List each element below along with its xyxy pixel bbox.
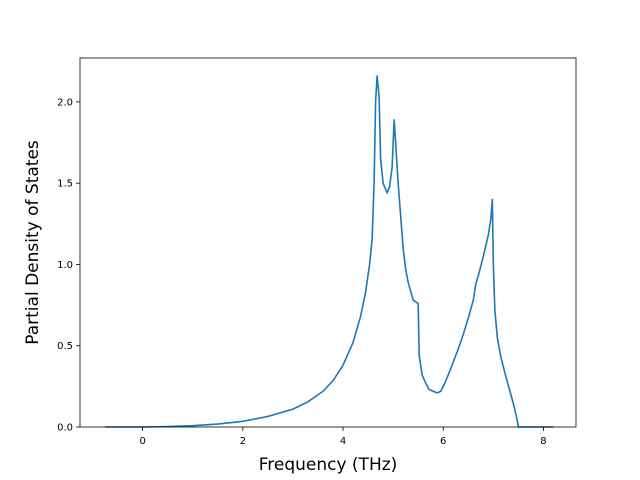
x-tick-label: 6 [440,436,446,447]
y-tick-label: 2.0 [57,97,73,108]
axes-frame [79,57,577,428]
y-axis-label: Partial Density of States [23,140,43,345]
pdos-series-line-0 [105,75,554,428]
x-tick-label: 4 [340,436,346,447]
y-tick-label: 1.5 [57,179,73,190]
plot-area [105,75,554,428]
y-tick-label: 1.0 [57,260,73,271]
y-tick-label: 0.0 [57,423,73,434]
x-tick-label: 0 [139,436,145,447]
y-axis-ticks: 0.0 0.5 1.0 1.5 2.0 [57,97,80,434]
x-axis-ticks: 0 2 4 6 8 [139,427,547,447]
x-tick-label: 2 [240,436,246,447]
y-tick-label: 0.5 [57,341,73,352]
x-axis-label: Frequency (THz) [259,455,398,475]
x-tick-label: 8 [540,436,546,447]
